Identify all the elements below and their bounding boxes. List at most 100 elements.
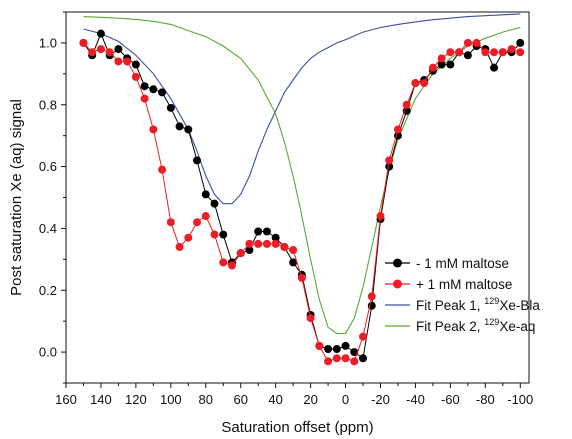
data-point-1 [271,239,280,248]
data-point-0 [385,162,394,171]
data-point-1 [393,125,402,134]
data-point-0 [262,227,271,236]
data-point-1 [227,261,236,270]
data-point-0 [289,258,298,267]
y-tick-label: 0.8 [39,97,57,112]
data-point-1 [315,341,324,350]
data-point-1 [411,79,420,88]
x-tick-label: -80 [476,392,495,407]
data-point-0 [402,106,411,115]
data-point-1 [332,354,341,363]
data-point-0 [332,344,341,353]
data-point-1 [140,94,149,103]
data-point-0 [131,60,140,69]
data-point-1 [437,54,446,63]
data-point-1 [359,332,368,341]
y-tick-label: 1.0 [39,35,57,50]
axes: 160 140 120 100 80 60 40 20 0 -20 -40 -60 -80 -100 0.0… [39,11,533,407]
data-point-1 [280,242,289,251]
data-point-0 [149,85,158,94]
data-point-1 [402,100,411,109]
data-point-1 [289,246,298,255]
data-point-0 [193,156,202,165]
y-tick-label: 0.2 [39,283,57,298]
data-point-1 [262,239,271,248]
y-tick-label: 0.6 [39,159,57,174]
data-point-1 [297,273,306,282]
data-point-1 [131,72,140,81]
data-point-1 [105,48,114,57]
data-point-1 [385,156,394,165]
x-tick-label: -100 [507,392,533,407]
data-point-1 [236,249,245,258]
data-point-0 [140,82,149,91]
data-point-1 [498,48,507,57]
data-point-1 [210,230,219,239]
data-point-0 [324,344,333,353]
data-point-0 [463,51,472,60]
data-point-0 [201,190,210,199]
data-point-0 [446,60,455,69]
x-tick-label: -40 [406,392,425,407]
x-tick-label: 140 [90,392,112,407]
series-layer [79,13,525,366]
legend-label: Fit Peak 2, 129Xe-aq [416,317,535,334]
data-point-1 [88,48,97,57]
data-point-1 [254,239,263,248]
series-line-2 [83,13,521,205]
data-point-0 [184,125,193,134]
data-point-0 [219,230,228,239]
x-axis-title: Saturation offset (ppm) [221,419,373,436]
data-point-1 [149,125,158,134]
data-point-1 [175,242,184,251]
data-point-0 [245,246,254,255]
data-point-0 [350,348,359,357]
data-point-1 [455,48,464,57]
data-point-1 [481,48,490,57]
data-point-0 [166,103,175,112]
x-tick-label: 120 [125,392,147,407]
data-point-1 [428,63,437,72]
data-point-1 [96,45,105,54]
data-point-1 [201,212,210,221]
data-point-1 [420,79,429,88]
data-point-1 [114,57,123,66]
data-point-1 [245,239,254,248]
legend-label: + 1 mM maltose [416,277,512,292]
data-point-1 [490,48,499,57]
data-point-1 [341,354,350,363]
legend-marker [393,258,402,268]
data-point-0 [254,227,263,236]
legend-label: - 1 mM maltose [416,256,509,271]
data-point-1 [193,218,202,227]
x-tick-label: 80 [199,392,213,407]
x-tick-label: 160 [55,392,77,407]
data-point-1 [516,48,525,57]
data-point-1 [158,165,167,174]
data-point-1 [184,233,193,242]
y-tick-label: 0.0 [39,345,57,360]
legend: - 1 mM maltose + 1 mM maltose Fit Peak 1, … [385,256,540,334]
data-point-1 [367,292,376,301]
data-point-0 [158,88,167,97]
data-point-0 [271,233,280,242]
data-point-1 [166,218,175,227]
data-point-1 [472,38,481,47]
data-point-1 [507,45,516,54]
data-point-0 [341,341,350,350]
x-tick-label: 60 [233,392,247,407]
data-point-1 [306,314,315,323]
legend-label: Fit Peak 1, 129Xe-Bla [416,296,540,313]
data-point-0 [516,38,525,47]
data-point-1 [123,57,132,66]
x-tick-label: -60 [441,392,460,407]
x-tick-label: 20 [303,392,317,407]
y-axis-title: Post saturation Xe (aq) signal [8,99,25,296]
data-point-1 [350,357,359,366]
data-point-0 [210,199,219,208]
data-point-0 [437,60,446,69]
data-point-0 [490,63,499,72]
data-point-0 [359,354,368,363]
